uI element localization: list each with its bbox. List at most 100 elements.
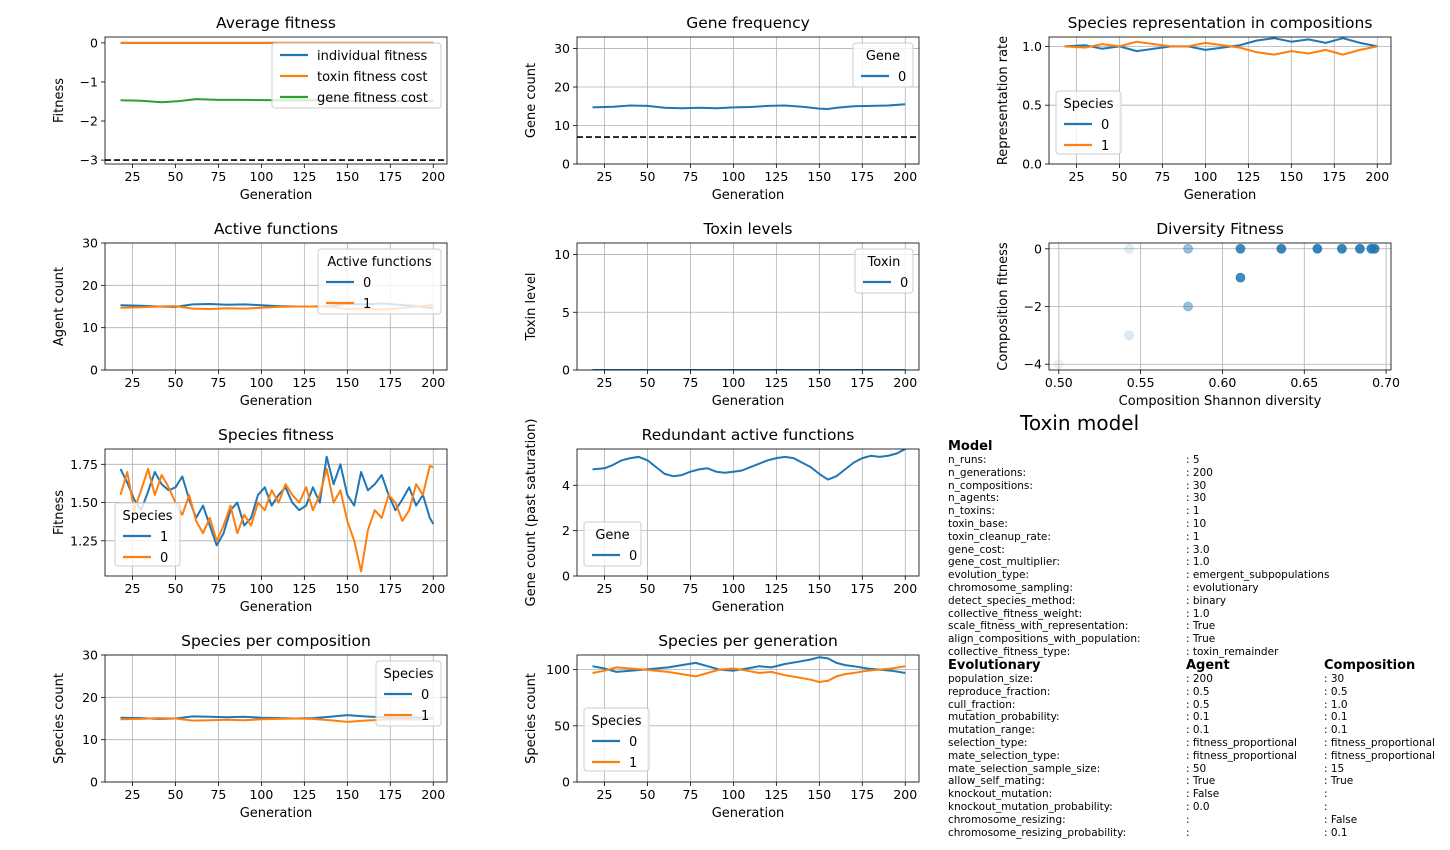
x-tick-label: 100 [249,787,273,802]
y-tick-label: 1.50 [70,495,98,510]
x-tick-label: 75 [210,581,226,596]
legend-title: Species [122,509,172,524]
model-param-value: : True [1186,633,1216,646]
y-tick-label: −1 [80,74,98,89]
x-tick-label: 75 [210,375,226,390]
x-tick-label: 150 [1279,169,1303,184]
legend-title: Active functions [327,255,431,270]
axes-frame [576,242,920,371]
legend-box [271,42,442,109]
axes-frame [576,36,920,165]
x-tick-label: 0.50 [1045,375,1073,390]
agent-param-value: : [1186,826,1190,839]
legend-box [114,502,181,567]
y-axis-label: Fitness [52,490,67,535]
composition-param-value: : 15 [1324,762,1345,775]
axes-frame [1048,36,1392,165]
chart-p7: 25 50 75 100 125 150 175 200 1.25 1.50 1.75 Species… [52,426,448,615]
x-tick-label: 175 [378,375,402,390]
chart-p8: 25 50 75 100 125 150 175 200 0 2 4 Redundant active… [524,419,920,615]
x-tick-label: 200 [1365,169,1389,184]
x-tick-label: 200 [893,375,917,390]
x-tick-label: 75 [210,169,226,184]
x-tick-label: 50 [168,581,184,596]
model-param-key: detect_species_method: [948,594,1076,607]
y-axis-label: Representation rate [996,36,1011,165]
x-tick-label: 125 [292,787,316,802]
model-param-key: toxin_cleanup_rate: [948,530,1051,543]
y-tick-label: 1.75 [70,457,98,472]
x-tick-label: 150 [807,169,831,184]
evolutionary-param-key: knockout_mutation: [948,788,1053,801]
y-axis-label: Gene count (past saturation) [524,419,539,607]
y-tick-label: −2 [80,114,98,129]
chart-title: Species fitness [218,426,334,444]
agent-param-value: : 0.1 [1186,711,1210,724]
agent-param-value: : True [1186,775,1216,788]
plot-area [1053,243,1380,370]
legend-box [583,707,650,772]
model-param-value: : 1 [1186,505,1200,518]
chart-title: Species per generation [658,632,838,650]
x-tick-label: 100 [249,169,273,184]
model-param-value: : binary [1186,594,1227,607]
x-axis-label: Generation [1184,188,1257,203]
legend: Toxin 0 [854,248,914,294]
y-tick-label: 30 [82,648,98,663]
axes-frame [104,36,448,165]
y-axis-label: Species count [52,673,67,764]
x-axis-label: Composition Shannon diversity [1119,394,1322,409]
evolutionary-section-header: Evolutionary [948,658,1041,673]
x-tick-label: 200 [421,169,445,184]
x-axis-label: Generation [712,394,785,409]
model-section-header: Model [948,439,993,454]
x-tick-label: 50 [168,169,184,184]
legend-label: 0 [629,735,637,750]
x-tick-label: 200 [893,581,917,596]
legend: Species 0 1 [375,660,442,727]
x-tick-label: 200 [421,787,445,802]
scatter-point [1276,243,1287,254]
composition-param-value: : 30 [1324,673,1345,685]
plot-area [1064,37,1378,56]
composition-section-header: Composition [1324,658,1416,673]
plot-area [577,103,919,138]
x-tick-label: 175 [850,581,874,596]
model-param-value: : 30 [1186,479,1207,492]
chart-title: Active functions [214,220,338,238]
composition-param-value: : [1324,801,1328,813]
y-tick-label: 0 [1034,241,1042,256]
x-tick-label: 100 [1193,169,1217,184]
legend-title: Species [591,714,641,729]
x-tick-label: 100 [721,581,745,596]
legend-label: 1 [629,756,637,771]
legend-title: Gene [866,49,900,64]
model-param-value: : emergent_subpopulations [1186,569,1330,582]
y-tick-label: 10 [554,118,570,133]
model-param-key: n_compositions: [948,479,1033,492]
y-tick-label: 0.5 [1022,98,1042,113]
model-param-value: : 1.0 [1186,556,1210,569]
legend-title: Species [1063,97,1113,112]
y-tick-label: 10 [82,732,98,747]
axes-frame [104,448,448,577]
x-tick-label: 25 [125,169,141,184]
series-line-1 [592,665,906,683]
chart-title: Average fitness [216,14,336,32]
legend-label: 0 [629,549,637,564]
y-tick-label: 20 [554,80,570,95]
x-tick-label: 200 [421,375,445,390]
chart-title: Species representation in compositions [1068,14,1373,32]
legend: Species 0 1 [1055,90,1122,155]
evolutionary-param-key: allow_self_mating: [948,775,1045,788]
chart-p6: 0.50 0.55 0.60 0.65 0.70 0 −2 −4 Diversity Fitne… [996,220,1400,409]
x-tick-label: 50 [168,375,184,390]
model-param-key: n_agents: [948,492,1000,505]
composition-param-value: : fitness_proportional [1324,737,1435,749]
evolutionary-param-key: chromosome_resizing_probability: [948,826,1127,839]
x-tick-label: 25 [125,375,141,390]
agent-param-value: : 50 [1186,762,1207,775]
x-tick-label: 75 [1154,169,1170,184]
